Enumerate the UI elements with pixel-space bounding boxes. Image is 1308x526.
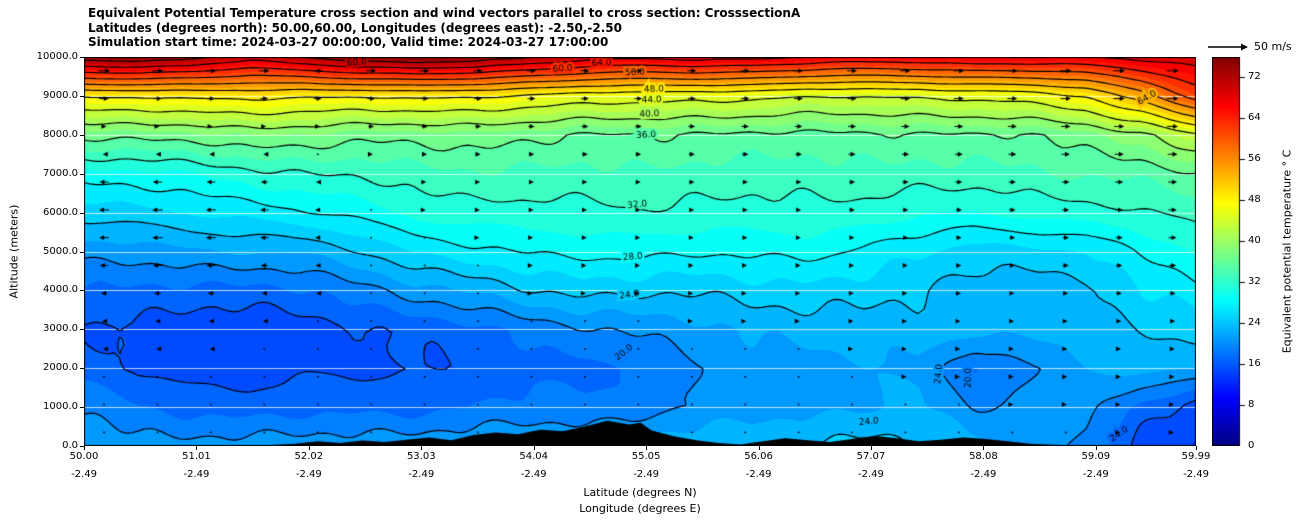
y-tick-mark xyxy=(80,95,84,97)
y-tick-label: 5000.0 xyxy=(43,245,78,257)
y-tick-label: 4000.0 xyxy=(43,284,78,296)
wind-reference-arrow-icon xyxy=(1208,43,1248,50)
colorbar-tick-label: 8 xyxy=(1248,399,1255,411)
x-tick-lon: -2.49 xyxy=(633,469,660,480)
x-tick-label: 50.00 -2.49 xyxy=(62,451,106,480)
colorbar-tick-label: 56 xyxy=(1248,153,1261,165)
y-axis-label: Altitude (meters) xyxy=(7,204,21,299)
x-tick-lon: -2.49 xyxy=(71,469,97,480)
y-tick-label: 7000.0 xyxy=(43,167,78,179)
x-tick-label: 55.05 -2.49 xyxy=(624,451,668,480)
wind-legend: 50 m/s xyxy=(1208,40,1292,53)
x-tick-label: 58.08 -2.49 xyxy=(961,451,1005,480)
x-tick-label: 51.01 -2.49 xyxy=(174,451,218,480)
colorbar-tick-label: 48 xyxy=(1248,194,1261,206)
y-tick-label: 10000.0 xyxy=(36,51,78,62)
colorbar-tick-label: 64 xyxy=(1248,112,1261,124)
cross-section-plot xyxy=(84,57,1196,446)
x-tick-lon: -2.49 xyxy=(1183,469,1209,480)
chart-subtitle-latlon: Latitudes (degrees north): 50.00,60.00, … xyxy=(88,20,622,35)
x-tick-lon: -2.49 xyxy=(295,469,322,480)
x-tick-label: 53.03 -2.49 xyxy=(399,451,443,480)
colorbar xyxy=(1212,57,1246,446)
x-tick-mark xyxy=(870,446,872,450)
x-tick-lon: -2.49 xyxy=(745,469,772,480)
y-tick-label: 8000.0 xyxy=(43,128,78,140)
chart-subtitle-time: Simulation start time: 2024-03-27 00:00:… xyxy=(88,35,609,49)
x-tick-lat: 55.05 xyxy=(631,451,661,462)
chart-title-block: Equivalent Potential Temperature cross s… xyxy=(88,6,800,50)
x-tick-lon: -2.49 xyxy=(520,469,547,480)
x-tick-label: 59.09 -2.49 xyxy=(1074,451,1118,480)
y-tick-mark xyxy=(80,173,84,175)
y-tick-label: 3000.0 xyxy=(43,323,78,335)
x-tick-lon: -2.49 xyxy=(1082,469,1109,480)
x-tick-lat: 51.01 xyxy=(182,451,211,462)
y-tick-mark xyxy=(80,57,84,58)
y-tick-label: 2000.0 xyxy=(43,362,78,374)
x-tick-lon: -2.49 xyxy=(408,469,435,480)
x-tick-lon: -2.49 xyxy=(970,469,997,480)
colorbar-tick-label: 24 xyxy=(1248,317,1261,329)
y-tick-mark xyxy=(80,446,84,447)
x-tick-label: 56.06 -2.49 xyxy=(737,451,781,480)
x-tick-lon: -2.49 xyxy=(858,469,884,480)
y-tick-mark xyxy=(80,212,84,214)
colorbar-tick-label: 40 xyxy=(1248,235,1261,247)
y-tick-label: 6000.0 xyxy=(43,206,78,218)
x-tick-mark xyxy=(533,446,535,450)
x-axis-label-longitude: Longitude (degrees E) xyxy=(579,502,701,515)
colorbar-tick-label: 32 xyxy=(1248,276,1261,288)
x-tick-mark xyxy=(421,446,423,450)
x-axis-label-latitude: Latitude (degrees N) xyxy=(583,486,697,499)
x-tick-label: 57.07 -2.49 xyxy=(849,451,893,480)
y-tick-label: 9000.0 xyxy=(43,89,78,101)
x-tick-lat: 59.09 xyxy=(1081,451,1111,462)
x-tick-lat: 52.02 xyxy=(294,451,324,462)
x-tick-lat: 59.99 xyxy=(1181,451,1211,462)
chart-title: Equivalent Potential Temperature cross s… xyxy=(88,6,801,20)
y-tick-mark xyxy=(80,134,84,136)
x-tick-mark xyxy=(1196,446,1197,450)
x-tick-mark xyxy=(646,446,648,450)
x-tick-lat: 53.03 xyxy=(406,451,436,462)
x-tick-mark xyxy=(196,446,198,450)
x-tick-label: 59.99 -2.49 xyxy=(1174,451,1218,480)
y-tick-mark xyxy=(80,407,84,409)
y-tick-mark xyxy=(80,251,84,253)
x-tick-lat: 50.00 xyxy=(69,451,99,462)
y-tick-mark xyxy=(80,368,84,370)
y-tick-mark xyxy=(80,290,84,292)
wind-legend-label: 50 m/s xyxy=(1254,40,1292,53)
x-tick-lon: -2.49 xyxy=(183,469,210,480)
x-tick-mark xyxy=(758,446,760,450)
colorbar-tick-label: 0 xyxy=(1248,440,1255,451)
colorbar-tick-label: 72 xyxy=(1248,71,1261,83)
x-tick-mark xyxy=(308,446,310,450)
x-tick-mark xyxy=(1095,446,1097,450)
x-tick-lat: 56.06 xyxy=(744,451,773,462)
y-tick-label: 1000.0 xyxy=(43,401,78,413)
x-tick-label: 54.04 -2.49 xyxy=(512,451,556,480)
colorbar-label: Equivalent potential temperature ° C xyxy=(1280,149,1294,354)
x-tick-mark xyxy=(983,446,985,450)
y-tick-label: 0.0 xyxy=(62,440,78,451)
x-tick-lat: 58.08 xyxy=(969,451,998,462)
x-tick-mark xyxy=(84,446,85,450)
x-tick-label: 52.02 -2.49 xyxy=(287,451,331,480)
x-tick-lat: 57.07 xyxy=(856,451,886,462)
colorbar-tick-label: 16 xyxy=(1248,358,1261,370)
x-tick-lat: 54.04 xyxy=(519,451,548,462)
y-tick-mark xyxy=(80,329,84,331)
